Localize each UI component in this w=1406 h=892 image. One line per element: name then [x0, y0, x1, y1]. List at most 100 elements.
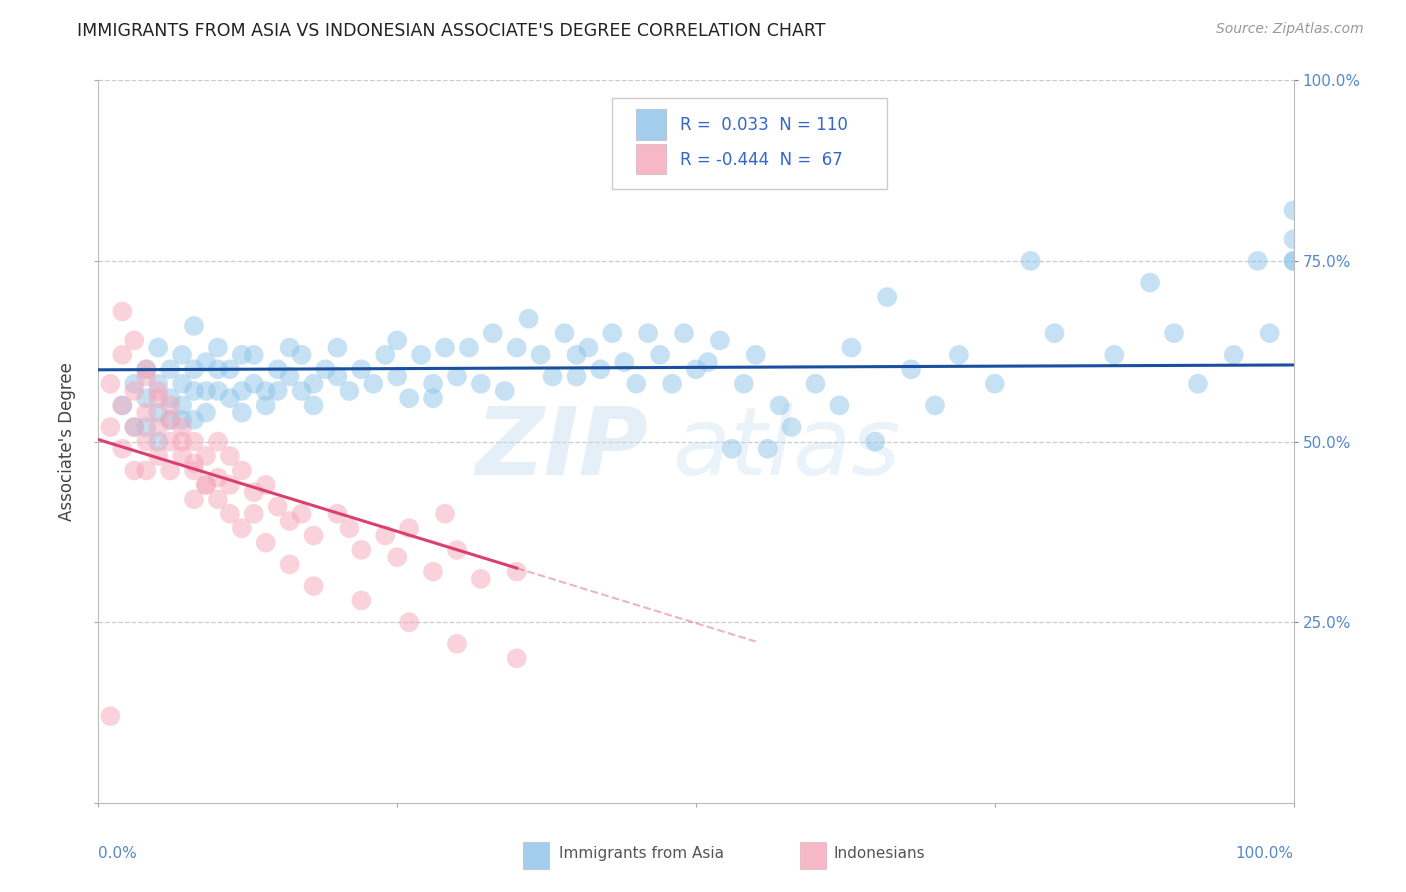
- Text: atlas: atlas: [672, 403, 900, 494]
- Point: [1104, 348, 1126, 362]
- Point: [1282, 232, 1305, 246]
- Point: [195, 384, 218, 398]
- Point: [434, 507, 457, 521]
- Text: Source: ZipAtlas.com: Source: ZipAtlas.com: [1216, 22, 1364, 37]
- Point: [350, 362, 373, 376]
- FancyBboxPatch shape: [613, 98, 887, 189]
- Point: [267, 384, 290, 398]
- Point: [446, 369, 468, 384]
- Point: [207, 470, 229, 484]
- Point: [195, 355, 218, 369]
- Point: [278, 369, 301, 384]
- Point: [589, 362, 612, 376]
- Point: [172, 376, 194, 391]
- Point: [565, 369, 588, 384]
- Point: [648, 348, 672, 362]
- Point: [697, 355, 720, 369]
- Point: [578, 341, 600, 355]
- Point: [111, 442, 134, 456]
- Point: [291, 507, 314, 521]
- Point: [172, 348, 194, 362]
- Point: [135, 406, 157, 420]
- Text: 0.0%: 0.0%: [98, 847, 138, 861]
- Point: [148, 384, 170, 398]
- Point: [159, 398, 181, 412]
- Point: [446, 542, 468, 557]
- Point: [374, 528, 396, 542]
- Point: [254, 478, 277, 492]
- FancyBboxPatch shape: [637, 109, 666, 139]
- Point: [865, 434, 887, 449]
- Point: [172, 413, 194, 427]
- Point: [530, 348, 553, 362]
- Point: [385, 369, 409, 384]
- Point: [302, 579, 325, 593]
- Point: [159, 391, 181, 405]
- Point: [517, 311, 540, 326]
- Point: [195, 478, 218, 492]
- Point: [481, 326, 505, 340]
- Point: [302, 398, 325, 412]
- Point: [254, 384, 277, 398]
- Point: [135, 362, 157, 376]
- Point: [183, 463, 205, 477]
- Point: [159, 413, 181, 427]
- Point: [374, 348, 396, 362]
- Point: [506, 341, 529, 355]
- Point: [291, 348, 314, 362]
- Point: [183, 318, 205, 333]
- Point: [841, 341, 863, 355]
- Point: [98, 376, 122, 391]
- Point: [254, 398, 277, 412]
- Point: [434, 341, 457, 355]
- FancyBboxPatch shape: [523, 842, 548, 870]
- Point: [804, 376, 827, 391]
- Point: [124, 420, 146, 434]
- Point: [446, 637, 468, 651]
- Point: [422, 391, 444, 405]
- Point: [148, 449, 170, 463]
- Text: Indonesians: Indonesians: [834, 846, 925, 861]
- Point: [1019, 253, 1042, 268]
- Point: [124, 376, 146, 391]
- Point: [565, 348, 588, 362]
- Point: [828, 398, 851, 412]
- Point: [135, 463, 157, 477]
- Point: [326, 341, 349, 355]
- Text: R =  0.033  N = 110: R = 0.033 N = 110: [681, 116, 848, 134]
- Point: [685, 362, 707, 376]
- Point: [422, 565, 444, 579]
- Point: [124, 334, 146, 348]
- Point: [1282, 253, 1305, 268]
- Point: [243, 485, 266, 500]
- Point: [148, 376, 170, 391]
- Point: [172, 449, 194, 463]
- Text: 100.0%: 100.0%: [1236, 847, 1294, 861]
- Point: [326, 507, 349, 521]
- Point: [267, 362, 290, 376]
- Point: [98, 709, 122, 723]
- Point: [207, 341, 229, 355]
- Point: [278, 514, 301, 528]
- Point: [1163, 326, 1185, 340]
- Point: [135, 362, 157, 376]
- Point: [602, 326, 624, 340]
- Point: [183, 413, 205, 427]
- Point: [924, 398, 946, 412]
- Point: [148, 434, 170, 449]
- Point: [339, 384, 361, 398]
- Point: [363, 376, 385, 391]
- Point: [243, 507, 266, 521]
- Point: [148, 391, 170, 405]
- Point: [458, 341, 481, 355]
- Point: [1282, 203, 1305, 218]
- Point: [207, 434, 229, 449]
- Point: [613, 355, 636, 369]
- Point: [267, 500, 290, 514]
- Point: [876, 290, 898, 304]
- Point: [159, 362, 181, 376]
- Point: [637, 326, 659, 340]
- Point: [350, 542, 373, 557]
- Point: [183, 384, 205, 398]
- Point: [195, 406, 218, 420]
